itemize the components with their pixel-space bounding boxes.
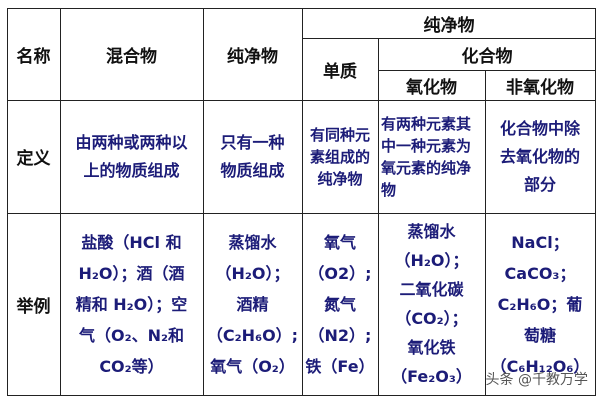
header-oxide: 氧化物: [406, 77, 457, 98]
border: [203, 8, 204, 396]
header-element: 单质: [323, 61, 357, 82]
cell-line: （H₂O）；: [394, 251, 469, 270]
border: [302, 8, 303, 396]
border: [7, 100, 596, 101]
examples-oxide: 蒸馏水 （H₂O）； 二氧化碳 （CO₂）； 氧化铁 （Fe₂O₃）: [378, 213, 485, 395]
header-pure-group: 纯净物: [423, 15, 475, 36]
cell-line: H₂O）；酒（酒: [78, 263, 185, 283]
cell-line: 由两种或两种以: [75, 132, 188, 152]
cell-line: 二氧化碳: [399, 280, 464, 299]
cell-line: 氮气: [323, 294, 356, 314]
border: [595, 8, 596, 396]
cell-line: 酒精: [236, 294, 269, 314]
header-pure: 纯净物: [227, 46, 278, 67]
border: [7, 8, 8, 396]
cell-line: CaCO₃；: [504, 263, 576, 283]
cell-line: 部分: [523, 174, 556, 194]
border: [302, 38, 596, 39]
cell-line: （N2）;: [308, 325, 372, 345]
border: [7, 213, 596, 214]
cell-line: （Fe₂O₃）: [391, 367, 472, 386]
cell-line: 有两种元素其: [381, 114, 472, 133]
definition-pure: 只有一种 物质组成: [203, 100, 302, 213]
border: [485, 70, 486, 396]
cell-line: 氧气（O₂）: [210, 356, 295, 376]
definition-non-oxide: 化合物中除去氧化物的部分: [485, 100, 595, 213]
cell-line: 只有一种: [220, 132, 285, 152]
cell-line: （O2）;: [308, 263, 372, 283]
row-label-definition: 定义: [16, 149, 51, 169]
cell-line: 有同种元: [309, 125, 370, 144]
row-label-examples: 举例: [16, 296, 51, 317]
cell-line: 气（O₂、N₂和: [78, 325, 184, 345]
cell-line: 物质组成: [220, 160, 285, 180]
border: [7, 8, 596, 9]
cell-line: 氧元素的纯净: [381, 158, 472, 177]
examples-element: 氧气 （O2）; 氮气 （N2）; 铁（Fe）: [302, 213, 378, 395]
cell-line: 萄糖: [523, 325, 556, 345]
cell-line: 素组成的: [309, 147, 370, 166]
header-mixture: 混合物: [106, 46, 157, 67]
cell-line: C₂H₆O；葡: [497, 294, 583, 314]
definition-element: 有同种元素组成的纯净物: [302, 100, 378, 213]
cell-line: 精和 H₂O）；空: [75, 294, 188, 314]
cell-line: NaCl；: [511, 232, 569, 252]
border: [7, 395, 596, 396]
header-name: 名称: [16, 46, 51, 67]
definition-oxide: 有两种元素其 中一种元素为 氧元素的纯净物: [378, 100, 485, 213]
cell-line: （C₆H₁₂O₆）: [490, 356, 590, 376]
border: [378, 38, 379, 396]
cell-line: 蒸馏水: [228, 232, 277, 252]
cell-line: （H₂O）；: [215, 263, 290, 283]
header-non-oxide: 非氧化物: [506, 77, 574, 98]
cell-line: （C₂H₆O）;: [206, 325, 299, 345]
cell-line: 去氧化物的: [499, 146, 580, 166]
examples-pure: 蒸馏水 （H₂O）； 酒精 （C₂H₆O）; 氧气（O₂）: [203, 213, 302, 395]
definition-mixture: 由两种或两种以 上的物质组成: [60, 100, 203, 213]
cell-line: 纯净物: [317, 169, 363, 188]
watermark: 头条 @千教万学: [485, 372, 588, 388]
examples-mixture: 盐酸（HCl 和 H₂O）；酒（酒 精和 H₂O）；空 气（O₂、N₂和 CO₂等）: [60, 213, 203, 395]
examples-non-oxide: NaCl； CaCO₃； C₂H₆O；葡 萄糖 （C₆H₁₂O₆）: [485, 213, 595, 395]
cell-line: 铁（Fe）: [305, 356, 375, 376]
cell-line: 上的物质组成: [83, 160, 180, 180]
header-compound: 化合物: [461, 46, 513, 67]
border: [378, 70, 596, 71]
cell-line: 中一种元素为: [381, 136, 472, 155]
cell-line: 物: [381, 180, 397, 199]
cell-line: 氧化铁: [407, 338, 456, 357]
cell-line: 氧气: [323, 232, 356, 252]
cell-line: 盐酸（HCl 和: [81, 232, 182, 252]
cell-line: 化合物中除: [499, 118, 580, 138]
cell-line: （CO₂）；: [395, 309, 468, 328]
cell-line: CO₂等）: [99, 356, 164, 376]
cell-line: 蒸馏水: [407, 222, 456, 241]
border: [60, 8, 61, 396]
